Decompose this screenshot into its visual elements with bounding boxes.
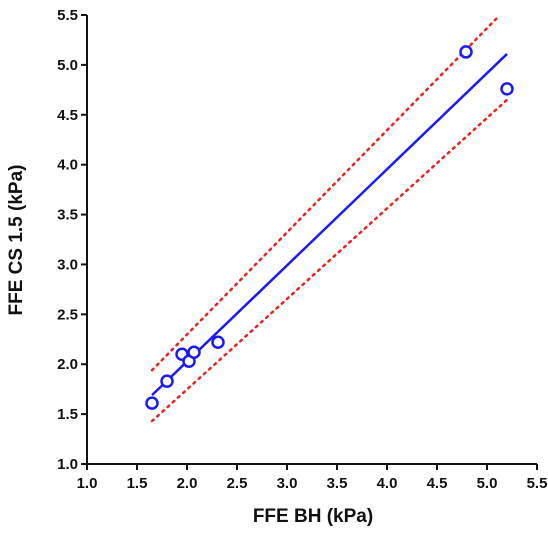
data-point <box>459 45 473 59</box>
prediction-band-lower <box>150 98 509 423</box>
x-tick-label: 1.0 <box>77 475 98 492</box>
x-tick-label: 4.5 <box>427 475 448 492</box>
data-point <box>187 345 201 359</box>
data-point <box>145 396 159 410</box>
x-tick-label: 3.0 <box>277 475 298 492</box>
axes <box>86 15 537 465</box>
data-point <box>500 82 514 96</box>
data-point <box>211 335 225 350</box>
x-tick-label: 2.5 <box>227 475 248 492</box>
y-tick-label: 2.0 <box>57 356 78 373</box>
y-axis-title: FFE CS 1.5 (kPa) <box>6 165 27 316</box>
plot-area <box>145 16 514 423</box>
x-tick-label: 1.5 <box>127 475 148 492</box>
y-axis-ticks: 1.0 1.5 2.0 2.5 3.0 3.5 4.0 4.5 5.0 5.5 <box>57 7 87 473</box>
y-tick-label: 1.5 <box>57 406 78 423</box>
y-tick-label: 2.5 <box>57 306 78 323</box>
x-tick-label: 2.0 <box>177 475 198 492</box>
regression-line <box>151 53 508 397</box>
y-tick-label: 5.0 <box>57 57 78 74</box>
x-tick-label: 5.0 <box>477 475 498 492</box>
y-tick-label: 4.5 <box>57 107 78 124</box>
y-tick-label: 5.5 <box>57 7 78 24</box>
y-tick-label: 3.5 <box>57 207 78 224</box>
prediction-band-upper <box>150 16 499 372</box>
x-axis-ticks: 1.0 1.5 2.0 2.5 3.0 3.5 4.0 4.5 5.0 5.5 <box>77 464 548 492</box>
data-point <box>160 374 174 388</box>
x-axis-title: FFE BH (kPa) <box>253 506 373 527</box>
y-tick-label: 1.0 <box>57 456 78 473</box>
x-tick-label: 4.0 <box>377 475 398 492</box>
x-tick-label: 5.5 <box>527 475 548 492</box>
x-tick-label: 3.5 <box>327 475 348 492</box>
y-tick-label: 4.0 <box>57 157 78 174</box>
y-tick-label: 3.0 <box>57 256 78 273</box>
